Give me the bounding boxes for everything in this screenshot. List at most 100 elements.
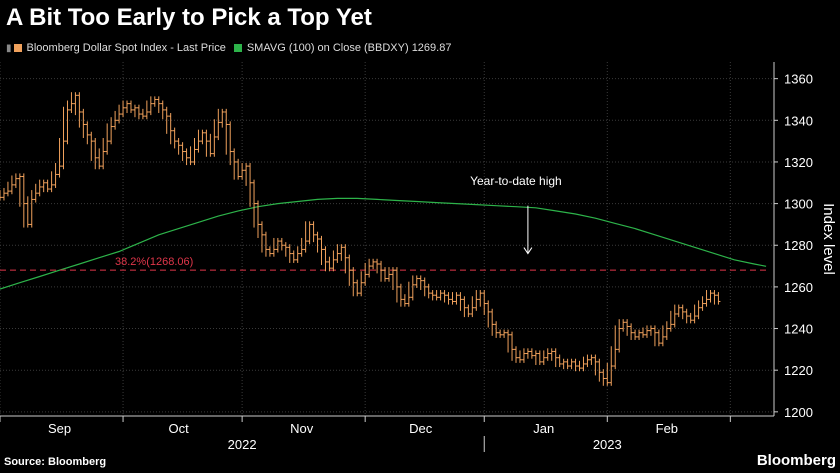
annotation-label: Year-to-date high — [470, 174, 562, 188]
price-bar — [343, 244, 348, 274]
price-bar — [117, 104, 122, 124]
price-bar — [490, 308, 495, 336]
price-bar — [263, 231, 268, 257]
sma-line — [0, 197, 767, 290]
price-bar — [339, 244, 344, 261]
price-bar — [208, 133, 213, 157]
price-bar — [160, 100, 165, 120]
price-bar — [216, 108, 221, 141]
price-bar — [172, 127, 177, 149]
price-bar — [101, 138, 106, 170]
year-label: 2022 — [228, 437, 257, 452]
price-bar — [73, 92, 78, 116]
price-bar — [0, 190, 2, 201]
price-bar — [61, 106, 66, 170]
price-bar — [17, 173, 22, 207]
price-bar — [113, 110, 118, 130]
price-bar — [426, 283, 431, 299]
price-bar — [585, 354, 590, 368]
price-bar — [482, 290, 487, 316]
price-bar — [601, 369, 606, 386]
price-bar — [517, 350, 522, 363]
price-bar — [394, 267, 399, 303]
legend-price: ▮ Bloomberg Dollar Spot Index - Last Pri… — [6, 42, 226, 54]
price-bar — [25, 196, 30, 228]
price-bar — [196, 129, 201, 153]
price-bar — [57, 138, 62, 178]
y-axis-title: Index level — [820, 203, 837, 275]
price-bar — [228, 121, 233, 166]
price-bar — [573, 358, 578, 372]
sma-series — [0, 197, 767, 290]
price-bar — [33, 183, 38, 203]
price-bar — [664, 321, 669, 340]
price-bar — [212, 119, 217, 157]
price-bar — [144, 100, 149, 120]
price-bar — [644, 325, 649, 338]
price-bar — [430, 290, 435, 301]
price-bar — [244, 162, 249, 186]
price-bar — [37, 179, 42, 197]
price-bar — [383, 267, 388, 282]
price-bar — [438, 290, 443, 301]
price-bar — [454, 292, 459, 305]
price-bar — [13, 173, 18, 188]
legend-price-label: Bloomberg Dollar Spot Index - Last Price — [26, 42, 226, 54]
price-bar — [557, 354, 562, 368]
price-bar — [53, 162, 58, 188]
price-bar — [470, 296, 475, 318]
price-bar — [323, 246, 328, 272]
price-bar — [656, 329, 661, 347]
price-bar — [232, 148, 237, 180]
price-bar — [287, 244, 292, 263]
price-bar — [716, 292, 721, 305]
price-bar — [680, 304, 685, 320]
price-bar — [29, 190, 34, 228]
price-bar — [537, 350, 542, 365]
price-bar — [466, 304, 471, 318]
price-bar — [581, 356, 586, 372]
price-swatch — [13, 44, 22, 52]
price-bar — [367, 258, 372, 278]
price-bar — [545, 348, 550, 361]
y-tick-label: 1320 — [784, 155, 813, 170]
price-bar — [446, 292, 451, 305]
price-bar — [704, 290, 709, 307]
price-bar — [252, 179, 257, 228]
fib-series: 38.2%(1268.06) — [0, 256, 767, 271]
price-bar — [351, 267, 356, 297]
y-tick-label: 1220 — [784, 363, 813, 378]
price-bar — [41, 179, 46, 193]
price-bar — [637, 329, 642, 340]
price-bar — [224, 108, 229, 155]
price-bar — [295, 246, 300, 263]
month-gridlines — [0, 62, 731, 416]
gridlines — [0, 78, 774, 413]
price-bar — [541, 350, 546, 365]
price-bar — [256, 200, 260, 238]
price-bar — [502, 329, 507, 338]
price-bar — [676, 304, 681, 318]
price-bar — [510, 331, 515, 361]
price-bar — [188, 146, 193, 166]
price-bar — [533, 350, 538, 365]
price-bar — [712, 290, 717, 305]
price-bar — [605, 362, 610, 386]
price-bar — [672, 304, 677, 328]
price-bar — [422, 277, 427, 297]
price-bar — [5, 181, 10, 197]
price-bar — [629, 323, 634, 340]
price-series — [0, 92, 721, 386]
price-bar — [327, 256, 332, 272]
price-bar — [279, 237, 284, 251]
price-bar — [89, 131, 94, 161]
price-bar — [236, 158, 241, 180]
chart-legend: ▮ Bloomberg Dollar Spot Index - Last Pri… — [6, 41, 459, 55]
price-bar — [684, 308, 689, 324]
price-bar — [81, 108, 86, 139]
price-bar — [450, 292, 455, 305]
price-bar — [109, 117, 114, 145]
price-bar — [613, 325, 618, 370]
price-bar — [180, 142, 185, 161]
price-bar — [283, 242, 288, 257]
